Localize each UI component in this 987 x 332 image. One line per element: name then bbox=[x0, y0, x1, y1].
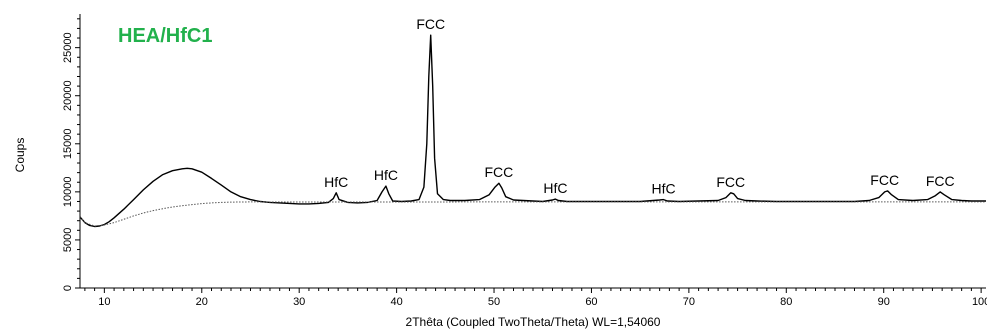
peak-label: HfC bbox=[651, 181, 675, 197]
y-tick-label: 15000 bbox=[62, 128, 74, 159]
peak-label: FCC bbox=[926, 173, 955, 189]
peak-annotations: FCC HfC HfC FCC HfC HfC FCC FCC FCC bbox=[324, 16, 954, 196]
peak-label: FCC bbox=[485, 164, 514, 180]
peak-label: FCC bbox=[416, 16, 445, 32]
x-tick-label: 10 bbox=[98, 296, 110, 308]
peak-label: FCC bbox=[870, 172, 899, 188]
x-axis: 10 20 30 40 50 60 70 80 90 100 bbox=[80, 287, 987, 308]
y-tick-label: 0 bbox=[62, 285, 74, 291]
x-axis-title: 2Thêta (Coupled TwoTheta/Theta) WL=1,540… bbox=[406, 315, 661, 329]
y-tick-label: 25000 bbox=[62, 32, 74, 63]
diffraction-pattern-line bbox=[79, 34, 986, 228]
x-tick-label: 60 bbox=[585, 296, 597, 308]
peak-label: HfC bbox=[543, 180, 567, 196]
x-tick-label: 70 bbox=[683, 296, 695, 308]
chart-title: HEA/HfC1 bbox=[118, 25, 212, 47]
peak-label: HfC bbox=[374, 167, 398, 183]
peak-label: FCC bbox=[716, 174, 745, 190]
x-tick-label: 40 bbox=[390, 296, 402, 308]
x-tick-label: 80 bbox=[780, 296, 792, 308]
y-axis-title: Coups bbox=[13, 138, 27, 173]
x-tick-label: 100 bbox=[972, 296, 987, 308]
x-tick-label: 50 bbox=[488, 296, 500, 308]
peak-label: HfC bbox=[324, 174, 348, 190]
x-tick-label: 20 bbox=[196, 296, 208, 308]
x-tick-label: 30 bbox=[293, 296, 305, 308]
y-tick-label: 5000 bbox=[62, 228, 74, 252]
y-tick-label: 10000 bbox=[62, 177, 74, 208]
plot-area bbox=[79, 34, 986, 228]
y-tick-label: 20000 bbox=[62, 80, 74, 111]
y-axis: 0 5000 10000 15000 20000 25000 bbox=[62, 14, 81, 291]
x-tick-label: 90 bbox=[878, 296, 890, 308]
background-curve bbox=[79, 201, 986, 227]
